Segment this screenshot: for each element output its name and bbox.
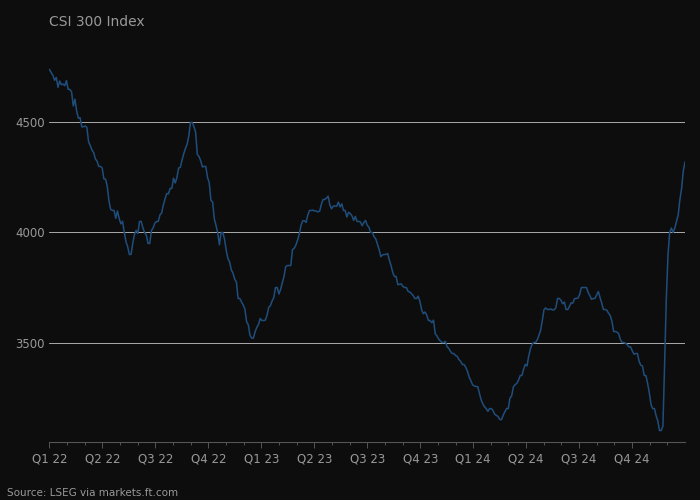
Text: Source: LSEG via markets.ft.com: Source: LSEG via markets.ft.com (7, 488, 178, 498)
Text: CSI 300 Index: CSI 300 Index (50, 15, 145, 29)
